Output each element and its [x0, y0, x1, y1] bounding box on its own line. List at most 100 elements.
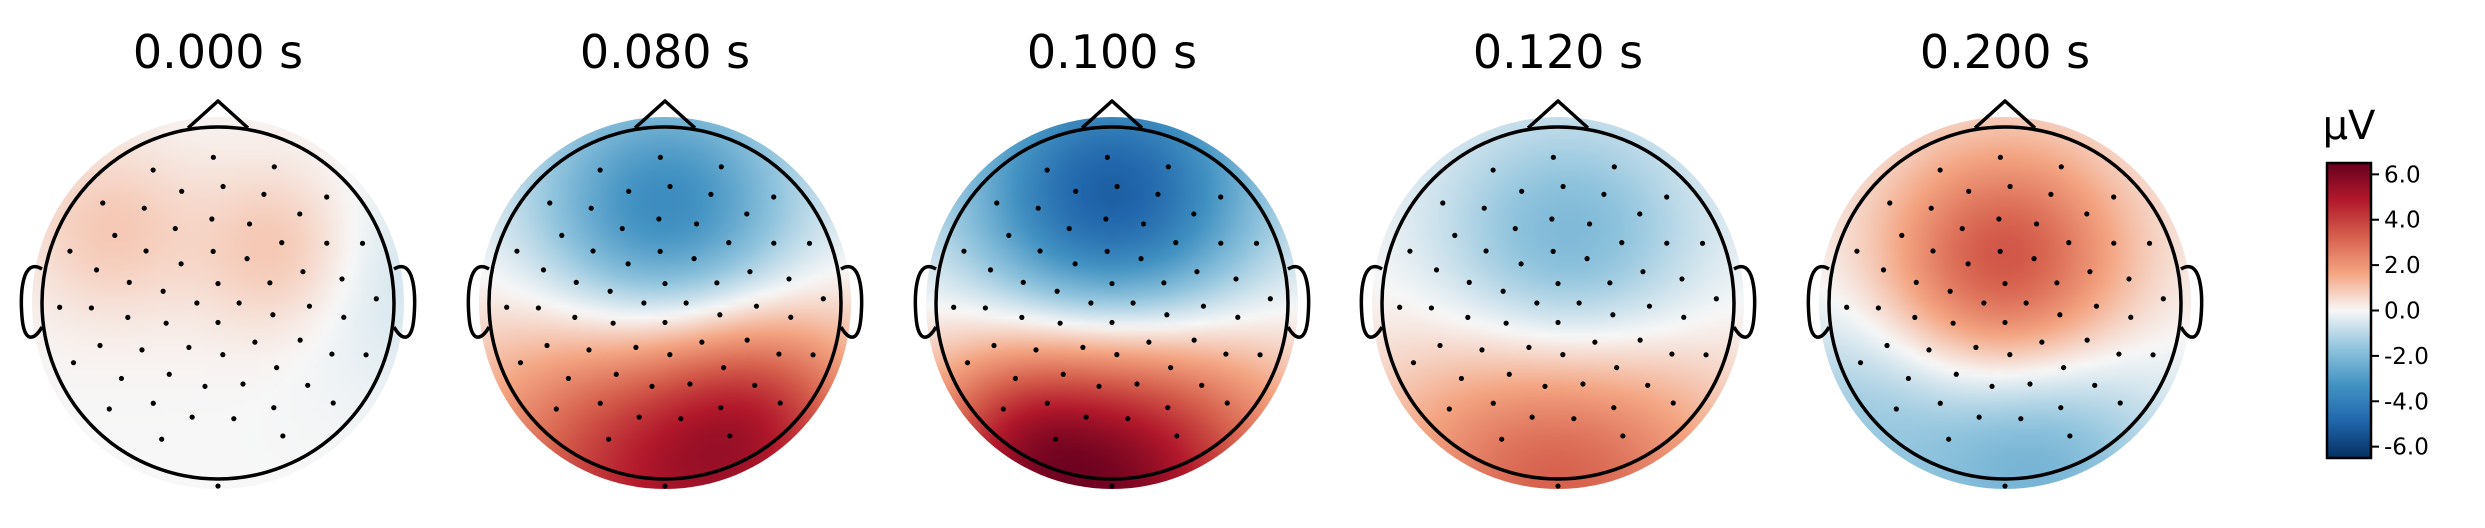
sensor-marker [1037, 248, 1043, 254]
sensor-marker [1428, 305, 1434, 311]
sensor-marker [1703, 352, 1709, 358]
sensor-marker [252, 339, 258, 345]
sensor-marker [1953, 371, 1959, 377]
sensor-marker [613, 371, 619, 377]
sensor-marker [324, 240, 330, 246]
sensor-marker [1946, 436, 1952, 442]
sensor-marker [1134, 381, 1140, 387]
sensor-marker [951, 304, 957, 310]
sensor-marker [1499, 436, 1505, 442]
sensor-marker [667, 183, 673, 190]
right-ear-outline [839, 265, 864, 339]
sensor-marker [1549, 216, 1555, 222]
sensor-marker [1109, 483, 1115, 489]
sensor-marker [1114, 183, 1120, 190]
sensor-marker [215, 483, 221, 489]
sensor-marker [271, 405, 277, 411]
sensor-marker [656, 216, 662, 222]
sensor-marker [1580, 381, 1586, 387]
sensor-marker [1000, 406, 1006, 412]
sensor-marker [1218, 240, 1224, 246]
sensor-marker [324, 194, 330, 200]
sensor-marker [610, 320, 616, 326]
sensor-marker [359, 240, 366, 246]
sensor-marker [2146, 240, 2153, 246]
panel-time-label: 0.000 s [133, 25, 303, 79]
sensor-marker [982, 305, 988, 311]
sensor-marker [1950, 320, 1956, 326]
sensor-marker [1267, 296, 1273, 302]
sensor-marker [1555, 319, 1561, 326]
sensor-marker [1681, 314, 1687, 320]
sensor-marker [649, 383, 655, 389]
sensor-marker [1437, 342, 1443, 349]
sensor-marker [1138, 256, 1144, 262]
sensor-marker [1173, 239, 1179, 246]
sensor-marker [1619, 239, 1625, 246]
colorbar-gradient [2325, 161, 2373, 460]
sensor-marker [1976, 414, 1982, 420]
sensor-marker [125, 314, 131, 320]
sensor-marker [1054, 288, 1060, 294]
sensor-marker [2116, 351, 2122, 357]
colorbar-tick-label: 0.0 [2384, 299, 2421, 325]
sensor-marker [1104, 154, 1110, 160]
sensor-marker [718, 405, 724, 411]
topomap-field [926, 117, 1298, 489]
sensor-marker [2066, 239, 2072, 246]
sensor-marker [1926, 347, 1932, 353]
sensor-marker [786, 276, 792, 282]
sensor-marker [606, 436, 612, 442]
sensor-marker [160, 288, 166, 294]
sensor-marker [1947, 288, 1953, 294]
sensor-marker [1223, 351, 1229, 357]
sensor-marker [2057, 312, 2063, 318]
sensor-marker [2067, 433, 2073, 439]
sensor-marker [1257, 352, 1263, 358]
topomap-field [479, 117, 851, 489]
sensor-marker [1937, 167, 1943, 173]
sensor-marker [246, 221, 253, 227]
sensor-marker [1614, 365, 1620, 371]
sensor-marker [1887, 200, 1893, 206]
sensor-marker [1200, 303, 1207, 309]
sensor-marker [565, 375, 572, 382]
sensor-marker [597, 400, 603, 406]
sensor-marker [244, 256, 250, 262]
sensor-marker [1096, 383, 1102, 389]
sensor-marker [1512, 225, 1518, 232]
sensor-marker [329, 351, 335, 357]
sensor-marker [1637, 211, 1643, 217]
sensor-marker [297, 337, 303, 343]
sensor-marker [806, 240, 813, 246]
head-outline [40, 125, 396, 481]
sensor-marker [1928, 205, 1934, 211]
sensor-marker [961, 248, 967, 254]
sensor-marker [1854, 248, 1860, 254]
sensor-marker [1607, 280, 1613, 286]
sensor-marker [1679, 276, 1685, 282]
sensor-marker [753, 303, 760, 309]
sensor-marker [544, 342, 550, 349]
right-ear-outline [392, 265, 417, 339]
nose-outline [633, 99, 697, 130]
sensor-marker [590, 248, 596, 254]
sensor-marker [67, 248, 73, 254]
sensor-marker [691, 256, 697, 262]
sensor-marker [535, 305, 541, 311]
sensor-marker [1930, 248, 1936, 254]
sensor-marker [1576, 300, 1582, 306]
sensor-marker [1899, 232, 1905, 238]
sensor-marker [1165, 164, 1171, 170]
sensor-marker [1044, 400, 1050, 406]
topomap-panel-1: 0.080 s [466, 25, 864, 489]
topomap-field [32, 117, 404, 489]
sensor-marker [215, 280, 221, 287]
sensor-marker [1529, 414, 1535, 420]
left-ear-outline [19, 265, 44, 339]
right-ear-outline [1286, 265, 1311, 339]
sensor-marker [1490, 400, 1496, 406]
sensor-marker [1506, 371, 1512, 377]
sensor-marker [744, 211, 750, 217]
sensor-marker [2126, 276, 2132, 282]
